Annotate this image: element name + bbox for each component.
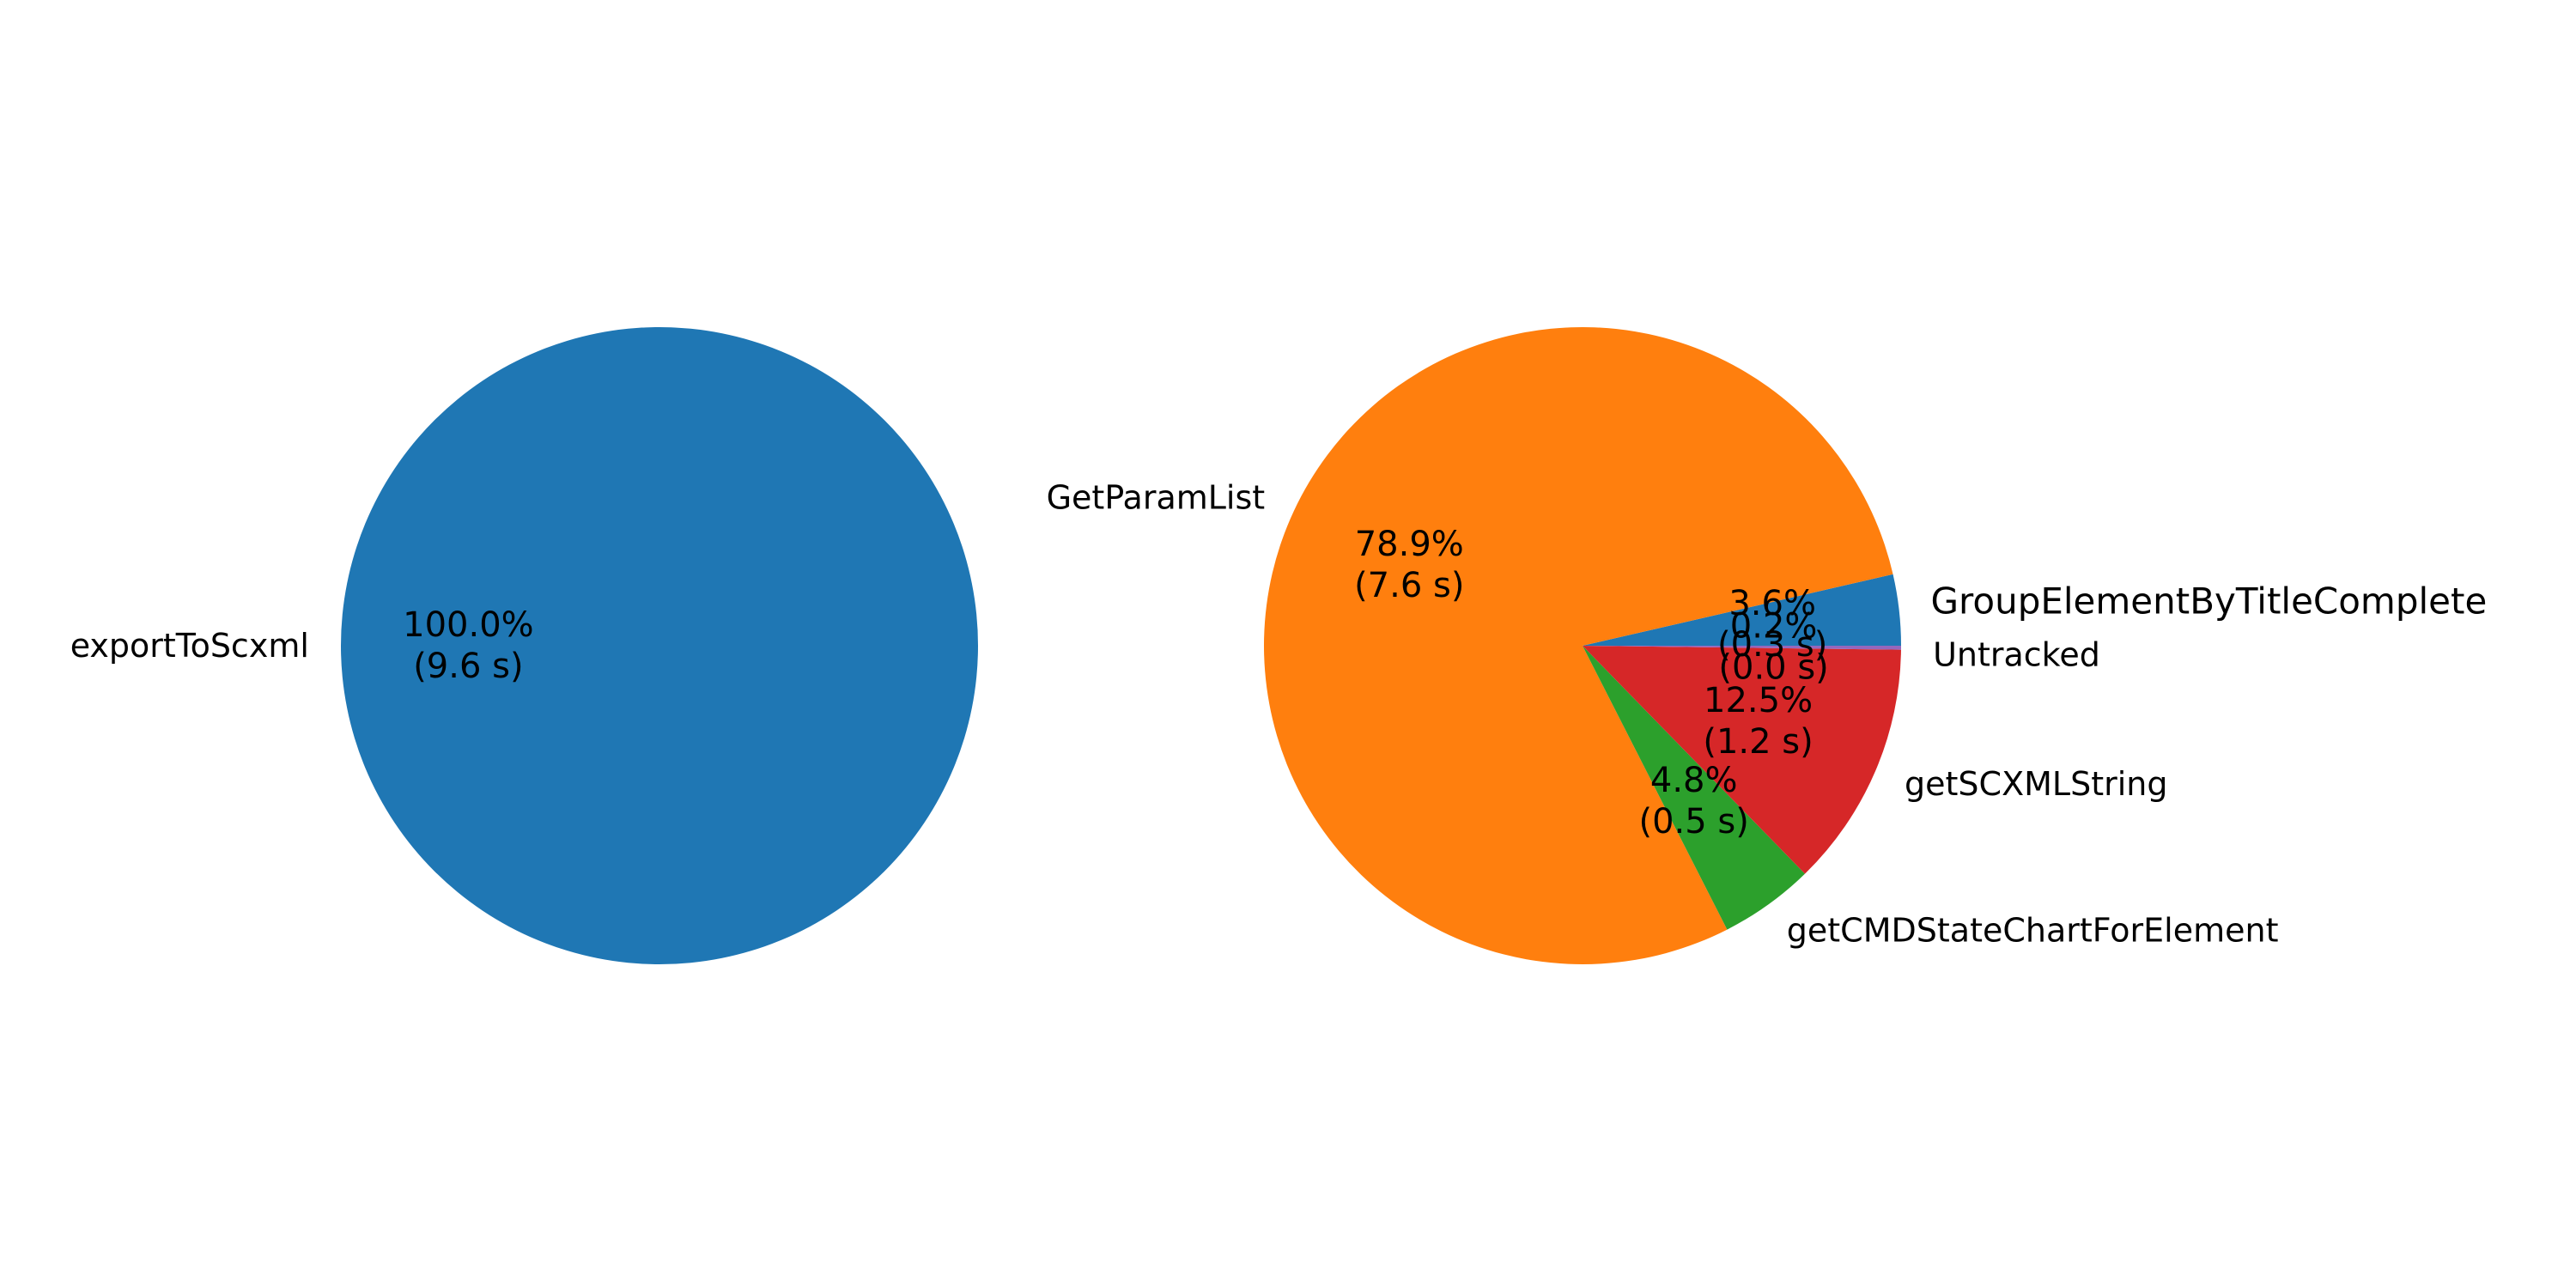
slice-label-untracked: Untracked	[1933, 636, 2100, 674]
pie-wedges	[1264, 326, 1901, 964]
slice-time-group-element-by-title-complete: (0.3 s)	[1717, 625, 1827, 665]
pie-slice-get-cmdstate-chart-for-element	[1583, 646, 1806, 930]
pie-slice-get-param-list	[1264, 326, 1893, 964]
slice-percent-get-cmdstate-chart-for-element: 4.8%	[1650, 761, 1738, 800]
pie-labels: GroupElementByTitleComplete 3.6%(0.3 s) Ge…	[1047, 478, 2488, 949]
pie-slice-get-scxmlstring	[1583, 646, 1901, 874]
slice-label-get-param-list: GetParamList	[1047, 478, 1266, 516]
slice-time-get-scxmlstring: (1.2 s)	[1703, 722, 1813, 762]
pie-chart-right: GroupElementByTitleComplete 3.6%(0.3 s) Ge…	[1047, 326, 2488, 964]
slice-percent-untracked: 0.2%	[1730, 606, 1818, 646]
slice-label-export-to-scxml: exportToScxml	[70, 627, 309, 665]
pie-chart-left: exportToScxml 100.0%(9.6 s)	[70, 327, 978, 964]
pie-slice-untracked	[1583, 646, 1901, 650]
pie-wedges	[341, 327, 978, 964]
slice-percent-export-to-scxml: 100.0%	[403, 605, 534, 645]
slice-time-get-param-list: (7.6 s)	[1354, 566, 1464, 605]
slice-label-get-cmdstate-chart-for-element: getCMDStateChartForElement	[1787, 912, 2279, 950]
pie-labels: exportToScxml 100.0%(9.6 s)	[70, 605, 534, 686]
slice-percent-group-element-by-title-complete: 3.6%	[1728, 584, 1816, 623]
slice-time-get-cmdstate-chart-for-element: (0.5 s)	[1639, 802, 1749, 841]
slice-time-export-to-scxml: (9.6 s)	[413, 647, 523, 686]
slice-percent-get-param-list: 78.9%	[1355, 525, 1464, 564]
slice-label-get-scxmlstring: getSCXMLString	[1905, 765, 2167, 803]
pie-slice-group-element-by-title-complete	[1583, 574, 1901, 646]
slice-label-group-element-by-title-complete: GroupElementByTitleComplete	[1930, 580, 2487, 622]
pie-slice-export-to-scxml	[341, 327, 978, 964]
slice-time-untracked: (0.0 s)	[1718, 647, 1828, 687]
slice-percent-get-scxmlstring: 12.5%	[1704, 681, 1813, 720]
